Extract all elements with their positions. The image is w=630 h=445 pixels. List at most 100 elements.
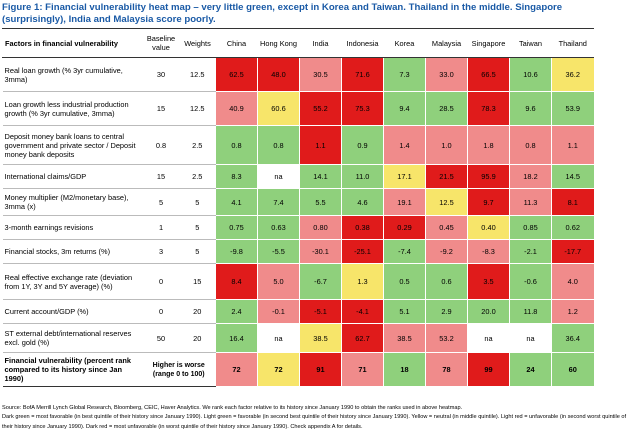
weights-header: Weights <box>179 28 216 58</box>
factor-label: Real effective exchange rate (deviation … <box>2 263 143 300</box>
country-header: China <box>215 28 258 58</box>
heat-cell: 7.4 <box>257 188 300 216</box>
heat-cell: -9.2 <box>425 239 468 264</box>
weight-value: 5 <box>179 188 216 216</box>
heat-cell: 72 <box>215 352 258 387</box>
heat-cell: -6.7 <box>299 263 342 300</box>
heat-cell: 1.8 <box>467 125 510 165</box>
heat-cell: 0.8 <box>257 125 300 165</box>
heat-cell: 0.62 <box>551 215 594 240</box>
heat-cell: 9.6 <box>509 91 552 126</box>
baseline-value: 0 <box>142 299 180 324</box>
factor-row: Loan growth less industrial production g… <box>2 91 594 126</box>
heat-cell: 0.8 <box>509 125 552 165</box>
heat-cell: 19.1 <box>383 188 426 216</box>
heat-cell: 0.29 <box>383 215 426 240</box>
baseline-value: 15 <box>142 164 180 189</box>
heat-cell: 18.2 <box>509 164 552 189</box>
heat-cell: 0.45 <box>425 215 468 240</box>
factor-row: Current account/GDP (%) 0 20 2.4 -0.1 -5.1 -4.… <box>2 299 594 324</box>
baseline-value: 1 <box>142 215 180 240</box>
heat-cell: 1.0 <box>425 125 468 165</box>
heat-cell: -5.5 <box>257 239 300 264</box>
heat-cell: 75.3 <box>341 91 384 126</box>
heat-cell: 66.5 <box>467 57 510 92</box>
weight-value: 12.5 <box>179 91 216 126</box>
heat-cell: 8.1 <box>551 188 594 216</box>
heat-cell: -4.1 <box>341 299 384 324</box>
weight-value: 5 <box>179 239 216 264</box>
heat-cell: -7.4 <box>383 239 426 264</box>
heat-cell: 8.4 <box>215 263 258 300</box>
heat-cell: 9.7 <box>467 188 510 216</box>
heat-cell: 17.1 <box>383 164 426 189</box>
heat-cell: 0.85 <box>509 215 552 240</box>
heat-cell: 55.2 <box>299 91 342 126</box>
heat-cell: 11.8 <box>509 299 552 324</box>
baseline-value: 30 <box>142 57 180 92</box>
score-row: Financial vulnerability (percent rank co… <box>2 352 594 387</box>
heat-cell: 1.4 <box>383 125 426 165</box>
factor-label: International claims/GDP <box>2 164 143 189</box>
heat-map-body: Real loan growth (% 3yr cumulative, 3mma… <box>2 57 594 387</box>
baseline-value: 5 <box>142 188 180 216</box>
heat-cell: 2.9 <box>425 299 468 324</box>
heat-cell: 72 <box>257 352 300 387</box>
country-header: Taiwan <box>509 28 552 58</box>
header-row: Factors in financial vulnerability Basel… <box>2 28 594 58</box>
heat-cell: 62.5 <box>215 57 258 92</box>
factor-label: 3-month earnings revisions <box>2 215 143 240</box>
factor-header: Factors in financial vulnerability <box>2 28 143 58</box>
factor-label: Financial stocks, 3m returns (%) <box>2 239 143 264</box>
heat-cell: 36.2 <box>551 57 594 92</box>
heat-cell: 40.9 <box>215 91 258 126</box>
heat-cell: 14.5 <box>551 164 594 189</box>
weight-value: 15 <box>179 263 216 300</box>
heat-cell: 0.38 <box>341 215 384 240</box>
heat-cell: 12.5 <box>425 188 468 216</box>
legend-note: Dark green = most favorable (in best qui… <box>2 414 627 430</box>
heat-cell: 0.75 <box>215 215 258 240</box>
heat-cell: 5.1 <box>383 299 426 324</box>
country-header: Hong Kong <box>257 28 300 58</box>
heat-cell: 4.0 <box>551 263 594 300</box>
heat-cell: 1.1 <box>551 125 594 165</box>
heat-cell: 95.9 <box>467 164 510 189</box>
heat-cell: 18 <box>383 352 426 387</box>
heat-cell: na <box>257 164 300 189</box>
heat-cell: 21.5 <box>425 164 468 189</box>
factor-row: Money multiplier (M2/monetary base), 3mm… <box>2 188 594 216</box>
heat-cell: 0.63 <box>257 215 300 240</box>
heat-cell: 0.6 <box>425 263 468 300</box>
heat-cell: 4.1 <box>215 188 258 216</box>
heat-cell: 16.4 <box>215 323 258 353</box>
heat-cell: 11.3 <box>509 188 552 216</box>
heat-cell: -30.1 <box>299 239 342 264</box>
heat-cell: 28.5 <box>425 91 468 126</box>
factor-row: 3-month earnings revisions 1 5 0.75 0.63 0.80… <box>2 215 594 240</box>
weight-value: 20 <box>179 323 216 353</box>
source-notes: Source: BofA Merrill Lynch Global Resear… <box>2 404 628 432</box>
heat-cell: 53.2 <box>425 323 468 353</box>
baseline-value: 50 <box>142 323 180 353</box>
country-header: Malaysia <box>425 28 468 58</box>
heat-cell: 62.7 <box>341 323 384 353</box>
weight-value: 2.5 <box>179 125 216 165</box>
factor-row: Real loan growth (% 3yr cumulative, 3mma… <box>2 57 594 92</box>
factor-label: Deposit money bank loans to central gove… <box>2 125 143 165</box>
heat-cell: 10.6 <box>509 57 552 92</box>
heat-cell: -17.7 <box>551 239 594 264</box>
factor-label: Real loan growth (% 3yr cumulative, 3mma… <box>2 57 143 92</box>
heat-cell: na <box>257 323 300 353</box>
figure-title: Figure 1: Financial vulnerability heat m… <box>2 2 563 25</box>
heat-cell: 0.8 <box>215 125 258 165</box>
heat-cell: 36.4 <box>551 323 594 353</box>
country-header: India <box>299 28 342 58</box>
baseline-header: Baseline value <box>142 28 180 58</box>
heat-cell: 24 <box>509 352 552 387</box>
heat-cell: 7.3 <box>383 57 426 92</box>
factor-label: Loan growth less industrial production g… <box>2 91 143 126</box>
heat-cell: na <box>467 323 510 353</box>
heat-cell: -0.6 <box>509 263 552 300</box>
factor-row: Deposit money bank loans to central gove… <box>2 125 594 165</box>
